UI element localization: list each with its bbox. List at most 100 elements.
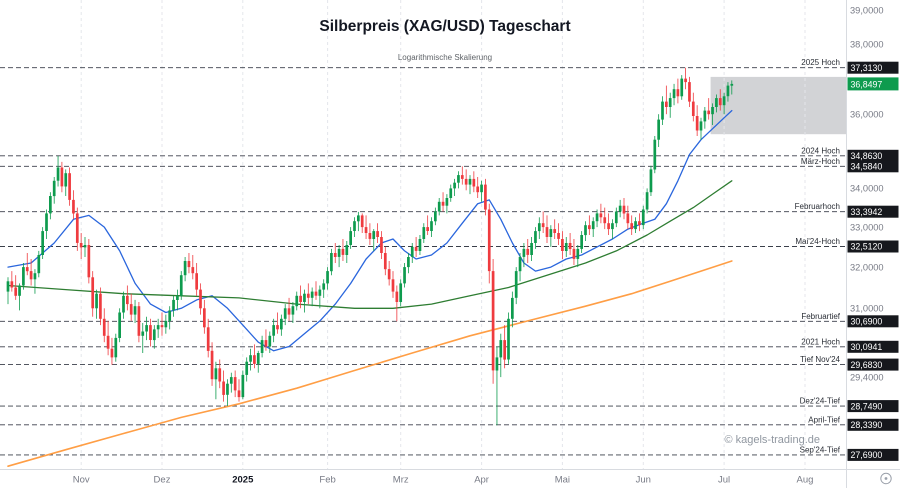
price-tick-label: 36,0000: [850, 110, 884, 120]
candle: [684, 67, 687, 90]
svg-text:34,5840: 34,5840: [851, 162, 883, 172]
candle: [291, 302, 295, 323]
candle: [630, 215, 634, 235]
price-axis[interactable]: 39,0000 38,0000 36,0000 34,0000 33,0000 32,00…: [847, 6, 899, 461]
level-label: Februartief: [801, 312, 840, 321]
month-label: Jun: [636, 475, 651, 486]
time-axis[interactable]: Nov Dez 2025 Feb Mrz Apr Mai Jun Jul Aug: [73, 472, 892, 486]
candle: [10, 271, 14, 292]
candle: [256, 350, 260, 373]
candle: [133, 299, 137, 323]
month-label: Dez: [154, 475, 171, 486]
candle: [511, 291, 514, 328]
candle: [314, 281, 318, 300]
candle: [306, 283, 310, 305]
candle: [457, 171, 460, 189]
candle: [364, 215, 368, 239]
candle: [187, 253, 191, 274]
level-label: März-Hoch: [801, 157, 840, 166]
month-label: Apr: [474, 475, 489, 486]
candle: [52, 177, 56, 204]
candle: [403, 263, 406, 288]
candle: [622, 198, 626, 220]
price-tick-label: 33,0000: [850, 222, 884, 232]
candle: [372, 229, 376, 251]
candle: [191, 255, 195, 280]
candle: [553, 219, 557, 239]
candle: [14, 275, 18, 300]
ma-fast-line: [7, 109, 733, 352]
candle: [179, 271, 183, 300]
candle: [22, 263, 25, 290]
candle: [464, 169, 468, 191]
candle: [176, 289, 179, 311]
month-label: Nov: [73, 475, 90, 486]
candle: [68, 167, 71, 206]
candle: [537, 217, 541, 239]
candle: [87, 239, 91, 284]
level-price-badge: 27,6900: [847, 448, 899, 461]
scale-settings-icon[interactable]: [880, 472, 892, 485]
candle: [514, 267, 518, 305]
candle: [495, 346, 499, 426]
candle: [480, 180, 483, 202]
candle: [110, 337, 114, 365]
candle: [549, 225, 553, 247]
candle: [518, 253, 522, 282]
candle: [680, 75, 684, 100]
candle: [126, 285, 129, 311]
candle: [468, 175, 472, 195]
candle: [106, 320, 110, 356]
candle: [25, 253, 29, 276]
month-label: Jul: [718, 475, 730, 486]
candle: [641, 205, 645, 230]
svg-text:36,8497: 36,8497: [851, 79, 883, 89]
candle: [183, 257, 187, 282]
svg-text:29,6830: 29,6830: [851, 360, 883, 370]
candle: [203, 299, 206, 334]
candle: [164, 314, 168, 334]
candle: [676, 78, 680, 104]
level-price-badge: 34,8630: [847, 149, 899, 162]
candle: [410, 243, 414, 263]
level-label: Tief Nov'24: [800, 355, 840, 364]
candle: [102, 308, 106, 343]
candle: [703, 107, 707, 129]
candle: [395, 285, 399, 322]
candle: [229, 372, 233, 393]
candle: [557, 223, 560, 245]
candle: [318, 285, 322, 309]
level-price-badge: 30,6900: [847, 315, 899, 328]
candle: [206, 318, 210, 358]
candle: [453, 178, 456, 196]
candle: [611, 219, 614, 239]
candle: [707, 98, 711, 120]
candle: [160, 312, 164, 336]
candle: [580, 231, 583, 253]
candle: [541, 211, 545, 233]
candle: [584, 221, 587, 241]
ma-slow-line: [7, 260, 733, 468]
candle: [303, 289, 306, 313]
candle: [45, 209, 48, 239]
month-label: 2025: [232, 475, 254, 486]
candle: [299, 285, 302, 309]
candle: [430, 217, 433, 237]
candle: [233, 370, 237, 398]
candle: [380, 231, 383, 259]
candle: [64, 169, 68, 196]
candle: [41, 227, 44, 259]
candle: [37, 250, 41, 278]
candle: [172, 295, 175, 317]
svg-text:28,7490: 28,7490: [851, 401, 883, 411]
candle: [345, 241, 349, 263]
candle: [661, 96, 664, 125]
candle: [245, 357, 249, 382]
candle: [434, 207, 437, 226]
level-label: Mai'24-Hoch: [795, 237, 840, 246]
candle: [168, 306, 172, 330]
